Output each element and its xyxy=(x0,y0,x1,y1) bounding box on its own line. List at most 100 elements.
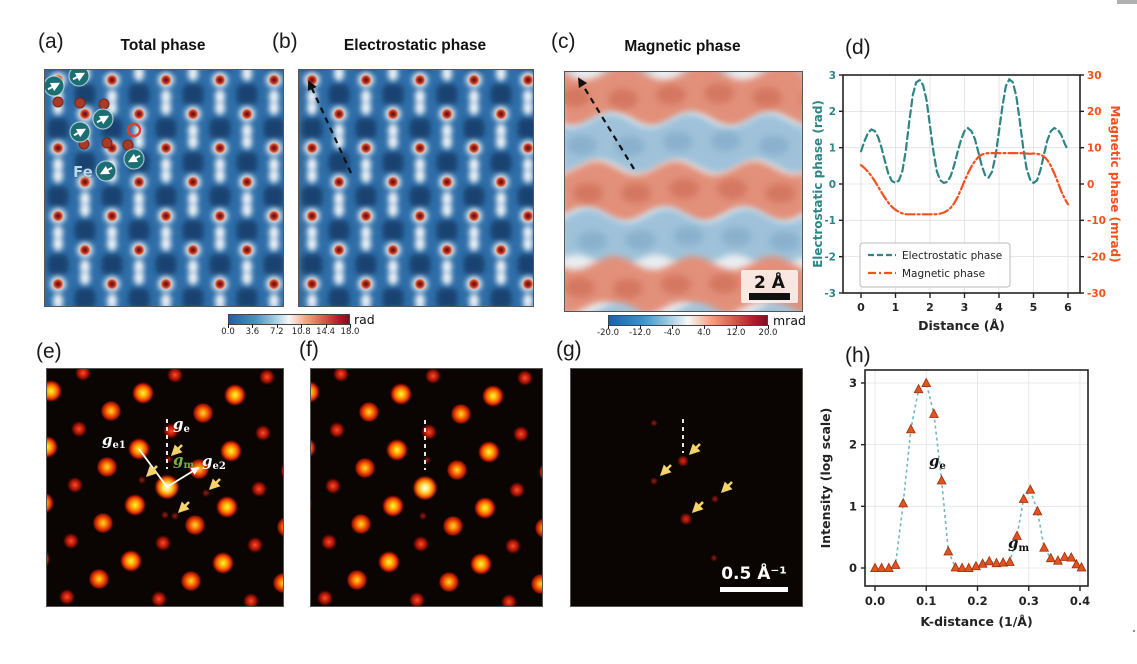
y-axis-label: Intensity (log scale) xyxy=(818,408,833,549)
right-axis-tick: -30 xyxy=(1087,288,1106,300)
title-magnetic-phase: Magnetic phase xyxy=(624,38,741,55)
left-axis-tick: 3 xyxy=(829,70,836,82)
fft-bragg-spot xyxy=(242,592,260,606)
satellite-spot-arrow-icon xyxy=(720,481,733,494)
atom-dot xyxy=(214,210,226,222)
data-point-triangle xyxy=(876,562,887,572)
white-blob xyxy=(242,123,252,138)
fft-bragg-spot xyxy=(246,536,264,554)
white-blob xyxy=(469,293,479,306)
right-axis-tick: 30 xyxy=(1087,70,1102,82)
white-blob xyxy=(415,293,425,306)
fft-bragg-spot xyxy=(215,495,239,519)
fft-satellite-spot xyxy=(160,510,170,520)
atom-dot xyxy=(214,278,226,290)
fft-bragg-spot xyxy=(534,517,542,539)
white-blob xyxy=(415,101,425,115)
fft-bragg-spot xyxy=(324,477,342,495)
left-y-axis-label: Electrostatic phase (rad) xyxy=(811,100,825,268)
white-blob xyxy=(415,225,425,240)
fft-bragg-spot xyxy=(530,573,542,595)
red-band-blob xyxy=(565,86,590,107)
white-blob xyxy=(523,293,533,306)
fft-bragg-spot xyxy=(377,550,401,574)
dark-patch xyxy=(517,118,533,139)
white-blob xyxy=(361,157,371,172)
atom-dot xyxy=(333,176,345,188)
white-blob xyxy=(496,271,506,285)
white-blob xyxy=(269,293,279,306)
left-axis-tick: -3 xyxy=(824,288,836,300)
white-blob xyxy=(525,305,531,306)
dark-patch xyxy=(409,254,431,275)
white-blob xyxy=(217,305,223,306)
colorbar-tick-label: 7.2 xyxy=(270,327,284,337)
dark-patch xyxy=(182,220,204,241)
fft-bragg-spot xyxy=(508,481,526,499)
white-blob xyxy=(242,191,252,206)
fft-satellite-spot xyxy=(137,475,147,485)
colorbar-tick-label: -4.0 xyxy=(663,328,681,338)
atom-dot xyxy=(333,108,345,120)
atom-dot xyxy=(187,108,199,120)
colorbar-rad-gradient xyxy=(228,314,350,325)
blue-band-blob xyxy=(662,131,693,152)
series-electrostatic xyxy=(859,77,1070,185)
oxygen-atom-marker xyxy=(98,98,110,110)
satellite-spot-arrow-icon xyxy=(691,501,704,514)
white-blob xyxy=(161,293,171,306)
atom-dot xyxy=(133,176,145,188)
red-band-blob xyxy=(608,88,638,109)
fft-satellite-spot xyxy=(418,511,428,521)
white-blob xyxy=(523,89,533,104)
dark-patch xyxy=(155,254,177,275)
fft-bragg-spot xyxy=(280,464,283,478)
red-band-blob xyxy=(800,93,802,104)
red-band-blob xyxy=(660,274,691,295)
dark-patch xyxy=(74,152,96,173)
data-point-triangle xyxy=(977,558,988,568)
data-point-triangle xyxy=(991,557,1002,568)
dark-patch xyxy=(463,186,485,207)
atom-dot xyxy=(133,244,145,256)
blue-band-blob xyxy=(710,131,741,152)
white-blob xyxy=(215,237,225,251)
colorbar-tick-mark xyxy=(608,325,609,329)
white-blob xyxy=(80,271,90,285)
dark-patch xyxy=(490,152,512,173)
white-blob xyxy=(215,89,225,104)
white-blob xyxy=(215,101,225,115)
g-vector-label: gm xyxy=(173,451,195,471)
dark-patch xyxy=(328,288,350,306)
atom-dot xyxy=(387,108,399,120)
atom-dot xyxy=(522,74,533,86)
red-band-blob xyxy=(765,183,796,204)
fft-bragg-spot xyxy=(258,369,276,386)
x-axis-tick: 0.3 xyxy=(1019,594,1039,608)
fft-bragg-spot xyxy=(354,457,376,479)
dark-patch xyxy=(47,186,69,207)
dark-patch xyxy=(301,118,323,139)
white-blob xyxy=(469,89,479,104)
left-axis-tick: 1 xyxy=(829,142,836,154)
white-blob xyxy=(496,70,506,81)
atom-dot xyxy=(468,74,480,86)
dark-patch xyxy=(209,254,231,275)
right-axis-tick: 20 xyxy=(1087,106,1102,118)
white-blob xyxy=(307,169,317,183)
dark-patch xyxy=(266,70,282,71)
plot-frame xyxy=(864,369,1089,587)
white-blob xyxy=(334,135,344,149)
white-blob xyxy=(107,89,117,104)
colorbar-tick-label: -20.0 xyxy=(597,328,619,338)
atom-dot xyxy=(495,244,507,256)
white-blob xyxy=(469,225,479,240)
white-blob xyxy=(363,305,369,306)
white-blob xyxy=(109,305,115,306)
fft-background xyxy=(571,369,802,606)
red-band-blob xyxy=(656,84,686,105)
data-point-triangle xyxy=(957,562,968,572)
dark-patch xyxy=(236,84,258,105)
atom-dot xyxy=(468,278,480,290)
panel-b-electrostatic-phase-image xyxy=(298,69,534,307)
